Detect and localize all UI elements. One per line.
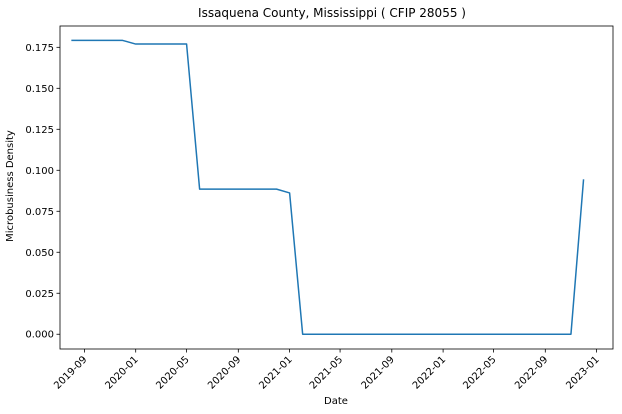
x-tick-label: 2019-09 xyxy=(52,354,89,391)
y-tick-label: 0.025 xyxy=(25,289,54,300)
x-tick-label: 2020-01 xyxy=(103,354,140,391)
x-tick-label: 2020-05 xyxy=(154,354,191,391)
y-tick-label: 0.150 xyxy=(25,84,54,95)
x-tick-label: 2021-01 xyxy=(257,354,294,391)
x-axis-label: Date xyxy=(324,396,348,407)
y-axis-label: Microbusiness Density xyxy=(5,130,16,242)
x-tick-label: 2022-01 xyxy=(411,354,448,391)
x-tick-label: 2020-09 xyxy=(206,354,243,391)
y-tick-label: 0.075 xyxy=(25,207,54,218)
y-tick-label: 0.000 xyxy=(25,330,54,341)
y-tick-label: 0.100 xyxy=(25,166,54,177)
chart-title: Issaquena County, Mississippi ( CFIP 280… xyxy=(198,6,466,20)
x-tick-label: 2023-01 xyxy=(564,354,601,391)
y-tick-label: 0.175 xyxy=(25,43,54,54)
plot-area: 0.000 0.025 0.050 0.075 0.100 0.125 0.150 0.175… xyxy=(25,25,614,392)
x-tick-label: 2022-05 xyxy=(461,354,498,391)
y-tick-label: 0.050 xyxy=(25,248,54,259)
plot-frame xyxy=(59,25,614,350)
x-tick-label: 2021-09 xyxy=(360,354,397,391)
x-tick-label: 2021-05 xyxy=(308,354,345,391)
series-line xyxy=(71,39,585,335)
y-tick-label: 0.125 xyxy=(25,125,54,136)
x-tick-label: 2022-09 xyxy=(513,354,550,391)
